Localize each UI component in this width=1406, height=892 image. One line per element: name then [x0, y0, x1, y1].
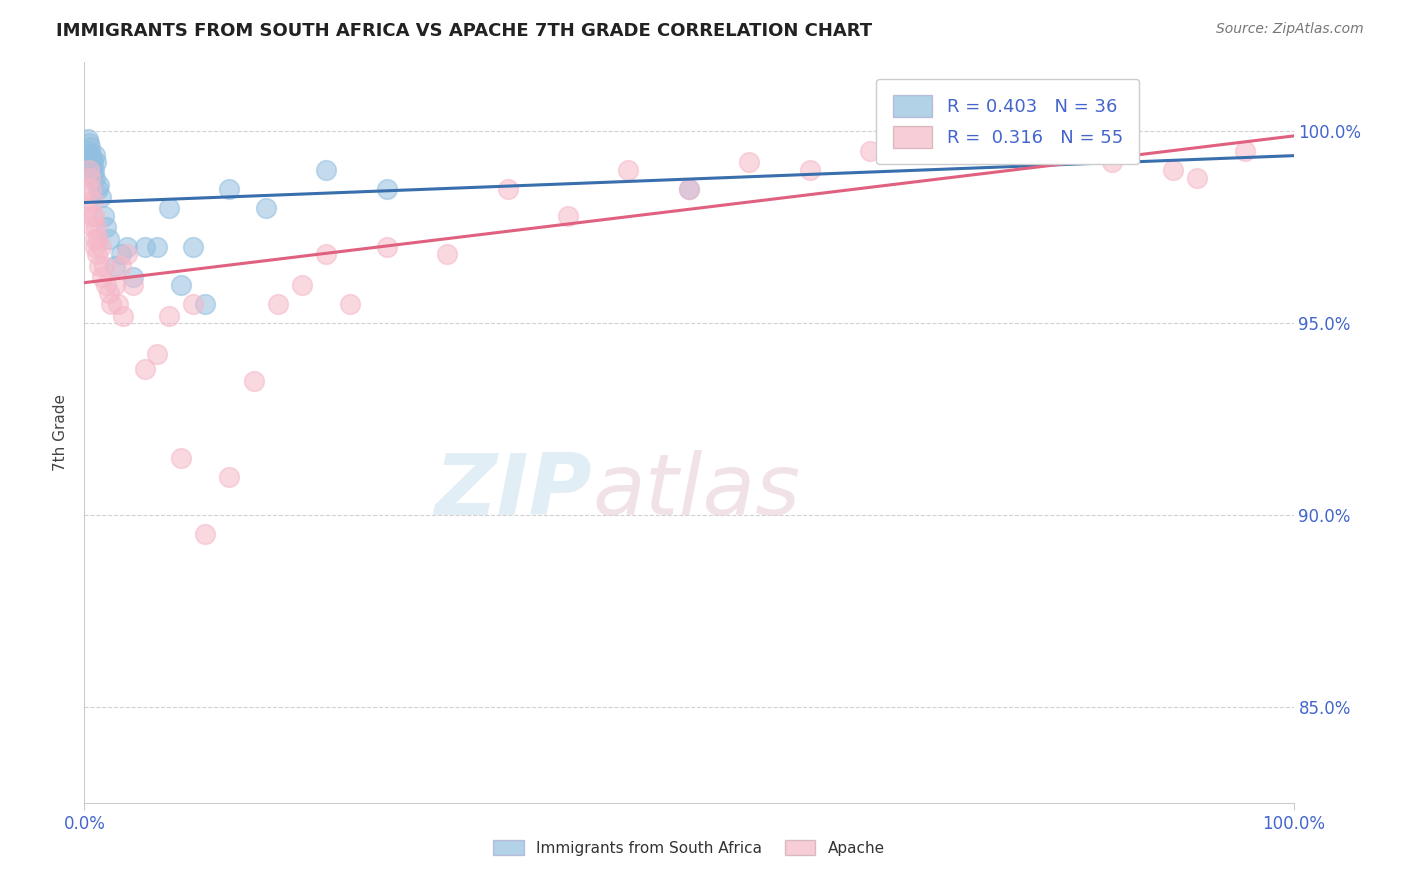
Point [82, 194, 104, 208]
Point [94, 277, 117, 292]
Point [375, 182, 398, 196]
Point [315, 247, 337, 261]
Point [254, 201, 277, 215]
Point [115, 247, 138, 261]
Point [146, 347, 169, 361]
Point [291, 277, 314, 292]
Point [93, 259, 115, 273]
Point [1185, 170, 1208, 185]
Point [84, 239, 107, 253]
Point [76, 182, 98, 196]
Point [115, 239, 138, 253]
Point [110, 247, 132, 261]
Point [79, 140, 101, 154]
Point [134, 239, 156, 253]
Point [80, 182, 103, 196]
Point [799, 162, 821, 177]
Point [84, 147, 107, 161]
Point [82, 167, 104, 181]
Text: ZIP: ZIP [434, 450, 592, 533]
Point [242, 374, 264, 388]
Point [920, 144, 942, 158]
Point [920, 132, 942, 146]
Point [1040, 144, 1063, 158]
Point [87, 259, 110, 273]
Point [80, 209, 103, 223]
Point [1101, 155, 1123, 169]
Point [82, 159, 104, 173]
Point [110, 259, 132, 273]
Point [436, 247, 458, 261]
Point [97, 232, 120, 246]
Point [94, 220, 117, 235]
Text: IMMIGRANTS FROM SOUTH AFRICA VS APACHE 7TH GRADE CORRELATION CHART: IMMIGRANTS FROM SOUTH AFRICA VS APACHE 7… [56, 22, 872, 40]
Point [91, 270, 114, 285]
Point [859, 144, 882, 158]
Point [76, 144, 98, 158]
Point [86, 220, 108, 235]
Text: Source: ZipAtlas.com: Source: ZipAtlas.com [1216, 22, 1364, 37]
Point [170, 450, 193, 465]
Point [77, 162, 100, 177]
Point [339, 297, 361, 311]
Point [112, 309, 135, 323]
Point [375, 239, 398, 253]
Point [80, 152, 103, 166]
Point [121, 270, 143, 285]
Point [267, 297, 290, 311]
Point [181, 297, 204, 311]
Point [90, 239, 112, 253]
Point [82, 155, 104, 169]
Point [93, 209, 115, 223]
Point [121, 277, 143, 292]
Point [86, 155, 108, 169]
Point [83, 209, 105, 223]
Point [678, 182, 700, 196]
Point [77, 136, 100, 150]
Point [980, 124, 1002, 138]
Point [146, 239, 169, 253]
Point [75, 201, 97, 215]
Point [86, 247, 108, 261]
Point [194, 297, 217, 311]
Point [315, 162, 337, 177]
Point [157, 201, 180, 215]
Point [557, 209, 579, 223]
Point [80, 147, 103, 161]
Point [83, 232, 105, 246]
Point [170, 277, 193, 292]
Point [86, 182, 108, 196]
Point [90, 190, 112, 204]
Point [181, 239, 204, 253]
Point [97, 285, 120, 300]
Legend: Immigrants from South Africa, Apache: Immigrants from South Africa, Apache [486, 834, 891, 862]
Point [678, 182, 700, 196]
Point [104, 277, 127, 292]
Point [134, 362, 156, 376]
Text: atlas: atlas [592, 450, 800, 533]
Point [218, 469, 240, 483]
Point [194, 527, 217, 541]
Point [86, 232, 108, 246]
Point [1234, 144, 1257, 158]
Point [617, 162, 640, 177]
Point [496, 182, 519, 196]
Point [77, 132, 100, 146]
Point [87, 178, 110, 193]
Point [157, 309, 180, 323]
Y-axis label: 7th Grade: 7th Grade [53, 394, 69, 471]
Point [83, 170, 105, 185]
Point [218, 182, 240, 196]
Point [100, 297, 122, 311]
Point [79, 170, 101, 185]
Point [83, 162, 105, 177]
Point [82, 220, 104, 235]
Point [107, 297, 129, 311]
Point [104, 259, 127, 273]
Point [1161, 162, 1184, 177]
Point [738, 155, 761, 169]
Point [1040, 132, 1063, 146]
